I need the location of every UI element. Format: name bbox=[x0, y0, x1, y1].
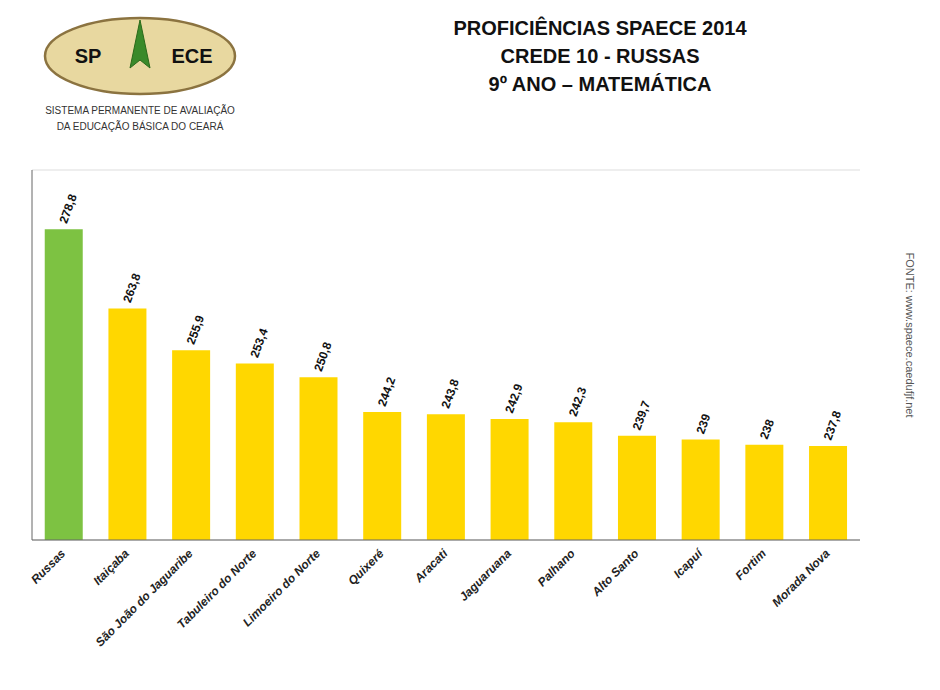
html-text:9º ANO – MATEMÁTICA: 9º ANO – MATEMÁTICA bbox=[488, 73, 712, 95]
svg-text:243,8: 243,8 bbox=[439, 377, 463, 410]
svg-text:São João do Jaguaribe: São João do Jaguaribe bbox=[93, 546, 196, 649]
svg-text:Russas: Russas bbox=[28, 546, 68, 586]
svg-text:SP: SP bbox=[75, 45, 102, 67]
svg-text:ECE: ECE bbox=[171, 45, 212, 67]
svg-text:239: 239 bbox=[693, 412, 713, 436]
svg-text:Aracati: Aracati bbox=[411, 546, 451, 586]
svg-text:Tabuleiro do Norte: Tabuleiro do Norte bbox=[174, 546, 260, 632]
html-text:CREDE 10 - RUSSAS: CREDE 10 - RUSSAS bbox=[500, 45, 700, 67]
svg-text:Alto Santo: Alto Santo bbox=[588, 546, 641, 599]
html-text:FONTE: www.spaece.caedufjf.net: FONTE: www.spaece.caedufjf.net bbox=[904, 252, 916, 418]
svg-text:Limoeiro do Norte: Limoeiro do Norte bbox=[240, 546, 323, 629]
svg-text:255,9: 255,9 bbox=[184, 313, 208, 346]
svg-text:Icapuí: Icapuí bbox=[671, 545, 707, 581]
svg-text:DA EDUCAÇÃO BÁSICA DO CEARÁ: DA EDUCAÇÃO BÁSICA DO CEARÁ bbox=[57, 120, 224, 132]
svg-text:242,9: 242,9 bbox=[502, 382, 526, 415]
svg-text:Morada Nova: Morada Nova bbox=[769, 546, 832, 609]
svg-text:Palhano: Palhano bbox=[535, 546, 578, 589]
svg-text:Jaguaruana: Jaguaruana bbox=[457, 546, 515, 604]
html-text:PROFICIÊNCIAS SPAECE 2014: PROFICIÊNCIAS SPAECE 2014 bbox=[453, 17, 747, 39]
svg-text:253,4: 253,4 bbox=[247, 326, 271, 359]
svg-text:242,3: 242,3 bbox=[566, 385, 590, 418]
svg-text:Fortim: Fortim bbox=[733, 546, 770, 583]
svg-text:Quixeré: Quixeré bbox=[345, 546, 387, 588]
svg-text:239,7: 239,7 bbox=[630, 399, 654, 432]
svg-text:Itaiçaba: Itaiçaba bbox=[90, 546, 132, 588]
svg-text:278,8: 278,8 bbox=[56, 192, 80, 225]
svg-text:263,8: 263,8 bbox=[120, 271, 144, 304]
svg-text:237,8: 237,8 bbox=[821, 409, 845, 442]
svg-text:244,2: 244,2 bbox=[375, 375, 399, 408]
svg-text:238: 238 bbox=[757, 417, 777, 441]
svg-text:250,8: 250,8 bbox=[311, 340, 335, 373]
svg-text:SISTEMA PERMANENTE DE AVALIAÇÃ: SISTEMA PERMANENTE DE AVALIAÇÃO bbox=[45, 104, 235, 116]
